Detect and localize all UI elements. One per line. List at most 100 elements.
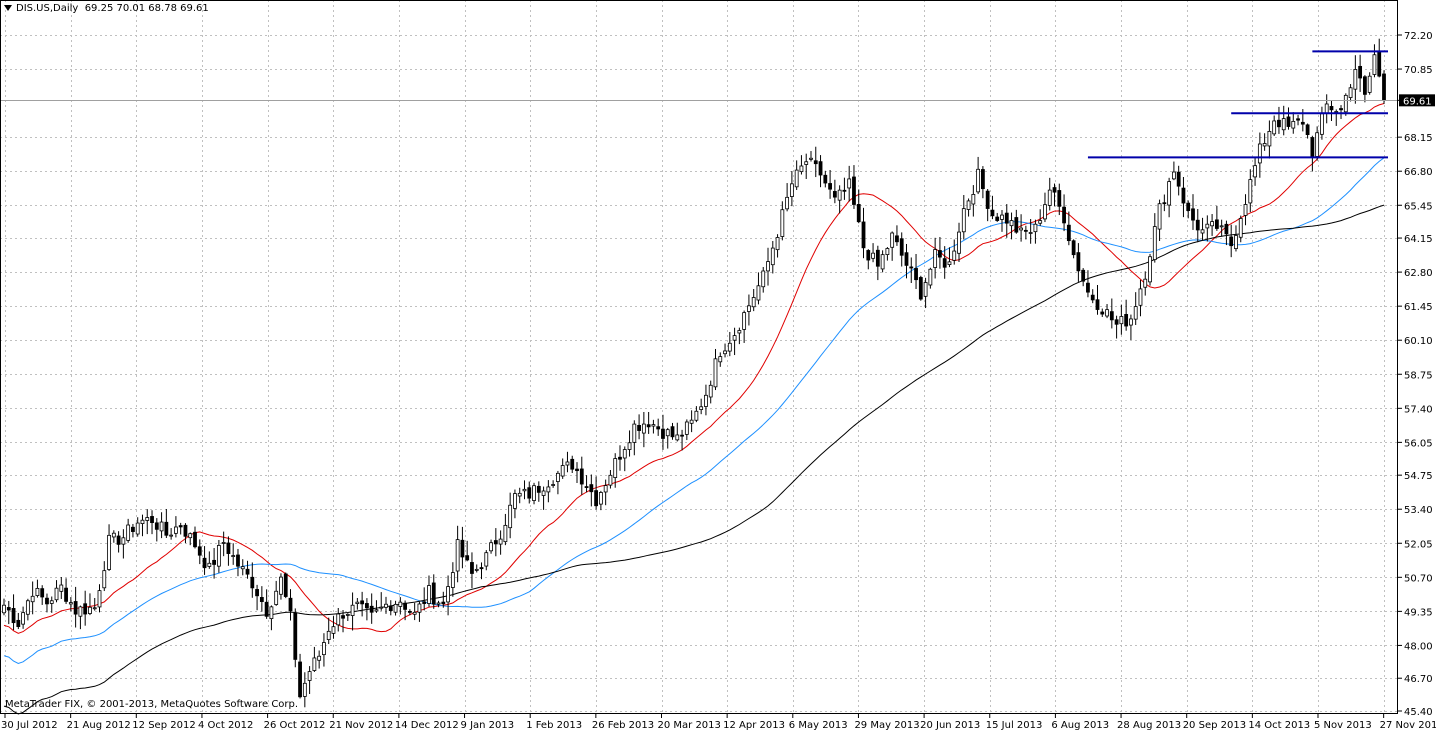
candle-up [785,196,790,210]
candle-down [1004,212,1009,224]
candle-up [613,458,618,478]
candle-up [221,542,226,544]
candle-up [1038,220,1043,224]
y-tick-label: 49.35 [1404,607,1433,618]
candle-up [976,168,981,193]
candle-up [1324,103,1329,114]
candle-down [875,249,880,267]
candle-down [1191,208,1195,221]
y-tick-label: 61.45 [1404,302,1433,313]
candle-up [126,524,131,541]
candle-up [398,601,403,607]
candle-down [250,576,255,589]
candle-up [699,406,704,410]
y-tick-label: 60.10 [1404,336,1433,347]
candle-up [59,584,64,592]
candle-down [1014,217,1019,233]
candle-down [283,573,288,597]
candle-up [961,208,966,233]
candle-down [680,434,684,437]
candle-up [322,642,326,656]
candle-down [1100,311,1105,315]
candle-down [202,557,207,569]
candle-up [551,484,556,486]
candle-up [847,178,852,189]
candle-up [30,595,35,603]
candle-down [259,597,264,603]
candle-down [1214,219,1219,229]
candle-up [742,312,747,330]
x-tick-label: 5 Nov 2013 [1314,720,1372,731]
candle-down [460,539,465,558]
candle-down [183,524,188,537]
candle-up [216,545,221,567]
candle-up [97,590,102,608]
candle-down [909,266,914,269]
candle-up [111,532,116,538]
price-axis[interactable]: 72.20 70.85 69.61 68.15 66.80 65.45 64.15 62.80… [1398,31,1435,718]
candle-up [603,485,608,493]
candle-down [441,601,446,605]
support-resistance-levels[interactable] [1087,50,1388,159]
candle-down [1052,187,1057,193]
time-axis[interactable]: 30 Jul 2012 21 Aug 2012 12 Sep 2012 4 Oct 2… [1,714,1436,731]
candle-down [1296,118,1300,121]
candle-down [918,277,923,300]
candle-down [365,603,369,609]
candle-down [154,522,159,530]
candle-up [809,157,813,160]
candle-up [450,572,455,588]
candle-up [384,603,388,608]
x-tick-label: 6 May 2013 [789,720,848,731]
y-tick-label: 50.70 [1404,573,1433,584]
candle-down [637,425,641,431]
candle-up [971,194,976,205]
candle-down [818,161,823,176]
candle-down [852,176,856,205]
candle-down [197,546,202,556]
candle-up [556,472,560,482]
candle-up [107,534,111,570]
candle-up [632,423,637,443]
ohlc-values: 69.25 70.01 68.78 69.61 [84,3,209,14]
candle-down [1057,190,1062,207]
candle-down [813,160,818,165]
candle-up [498,538,503,545]
candle-up [770,247,775,266]
candle-up [331,626,336,634]
y-tick-label: 48.00 [1404,641,1433,652]
x-tick-label: 4 Oct 2012 [198,720,253,731]
candle-up [675,434,680,441]
plot-background [0,0,1398,714]
candle-down [594,490,599,507]
candle-down [656,426,661,430]
candle-up [207,562,212,567]
candle-down [1086,282,1090,293]
candle-up [517,492,522,497]
candle-up [1262,143,1267,147]
candle-up [484,552,489,567]
candle-down [40,588,45,598]
candle-up [546,486,551,493]
candle-down [832,191,837,198]
candle-down [990,209,995,217]
candle-up [732,335,737,341]
candle-down [842,189,847,192]
candle-down [150,516,154,524]
candle-up [1315,132,1320,157]
candle-up [565,461,570,466]
candle-up [145,517,150,521]
candle-up [641,423,646,434]
candle-up [1210,221,1214,227]
candle-up [1348,87,1353,98]
candle-up [312,657,317,671]
chevron-down-icon[interactable] [4,5,12,11]
candle-up [522,488,527,492]
candle-down [584,486,589,488]
x-tick-label: 9 Jan 2013 [461,720,515,731]
candle-up [355,601,360,604]
candle-down [1071,240,1076,256]
candle-up [393,603,398,613]
candle-down [1066,224,1071,242]
